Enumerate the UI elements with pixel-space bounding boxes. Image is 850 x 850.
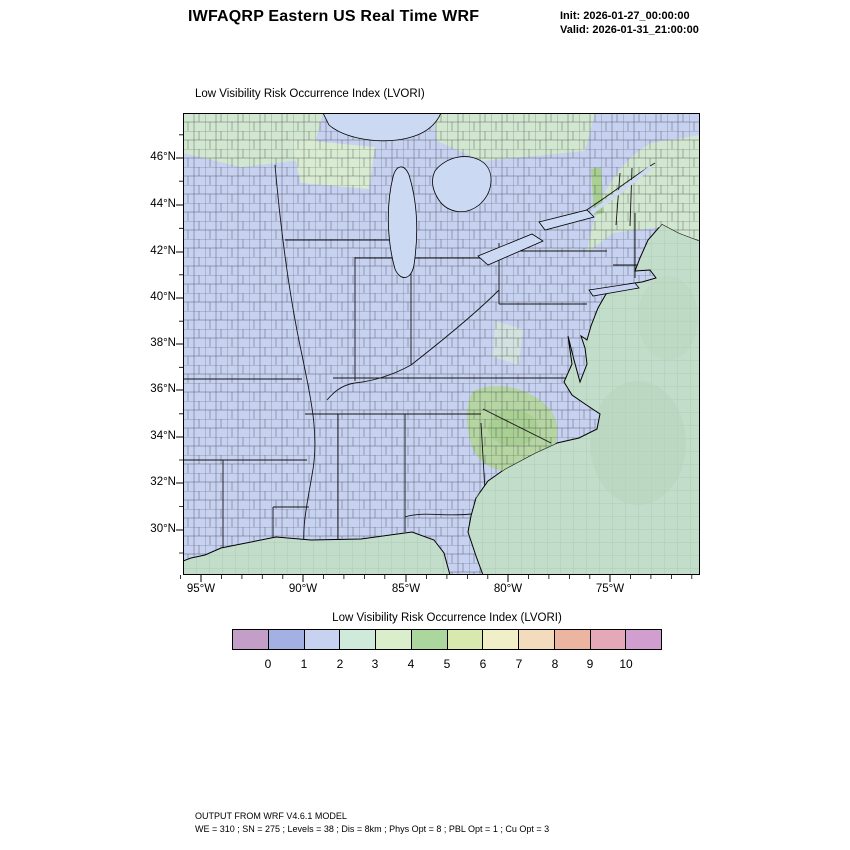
footer-model-line: OUTPUT FROM WRF V4.6.1 MODEL (195, 811, 347, 821)
lon-tick-label: 75°W (595, 583, 625, 595)
map-frame (183, 113, 700, 575)
lat-tick-label: 40°N (150, 291, 176, 303)
lon-tick-label: 90°W (288, 583, 318, 595)
lat-tick-label: 44°N (150, 198, 176, 210)
colorbar-tick-label: 4 (407, 657, 415, 671)
lat-tick-label: 30°N (150, 523, 176, 535)
footer-config-line: WE = 310 ; SN = 275 ; Levels = 38 ; Dis … (195, 823, 550, 834)
lon-minor-ticks (180, 575, 693, 579)
colorbar-tick-label: 8 (551, 657, 559, 671)
lat-tick-label: 42°N (150, 245, 176, 257)
init-timestamp: Init: 2026-01-27_00:00:00 (560, 10, 690, 22)
state-borders (183, 162, 656, 562)
colorbar-tick-label: 2 (336, 657, 344, 671)
colorbar-cell (447, 630, 484, 649)
colorbar-tick-label: 3 (371, 657, 379, 671)
long-island (588, 282, 640, 297)
lake-erie (477, 233, 544, 266)
colorbar-title: Low Visibility Risk Occurrence Index (LV… (332, 612, 562, 624)
lon-major-ticks (200, 575, 611, 582)
colorbar-cell (411, 630, 448, 649)
lat-tick-label: 38°N (150, 337, 176, 349)
colorbar-cell (483, 630, 519, 649)
run-times: Init: 2026-01-27_00:00:00 Valid: 2026-01… (560, 9, 699, 37)
colorbar-cell (376, 630, 412, 649)
colorbar-cell (268, 630, 305, 649)
colorbar-cell (590, 630, 627, 649)
colorbar-tick-label: 1 (300, 657, 308, 671)
lon-tick-label: 95°W (186, 583, 216, 595)
lake-superior (322, 113, 442, 142)
colorbar-tick-label: 0 (264, 657, 272, 671)
colorbar-cell (304, 630, 341, 649)
valid-timestamp: Valid: 2026-01-31_21:00:00 (560, 24, 699, 36)
page-title: IWFAQRP Eastern US Real Time WRF (188, 8, 480, 25)
colorbar (232, 629, 662, 650)
lat-tick-label: 46°N (150, 151, 176, 163)
colorbar-cell (340, 630, 376, 649)
st-lawrence-river (589, 165, 653, 215)
colorbar-cell (554, 630, 591, 649)
map-panel-title: Low Visibility Risk Occurrence Index (LV… (195, 88, 425, 100)
lon-tick-label: 80°W (493, 583, 523, 595)
lat-major-ticks (176, 157, 183, 531)
lat-tick-label: 36°N (150, 383, 176, 395)
lake-michigan (387, 166, 418, 278)
colorbar-tick-label: 6 (479, 657, 487, 671)
lon-tick-label: 85°W (391, 583, 421, 595)
colorbar-tick-label: 10 (619, 657, 633, 671)
lake-ontario (538, 209, 595, 231)
colorbar-tick-label: 5 (443, 657, 451, 671)
gulf-of-maine-shading (638, 276, 698, 360)
colorbar-tick-label: 9 (586, 657, 594, 671)
lat-minor-ticks (179, 134, 183, 554)
colorbar-cell (233, 630, 269, 649)
lvori-map-svg (176, 113, 700, 582)
offshore-shading (590, 381, 686, 505)
map-figure (175, 113, 700, 583)
colorbar-cell (519, 630, 555, 649)
footer-annotations: OUTPUT FROM WRF V4.6.1 MODEL WE = 310 ; … (195, 810, 549, 835)
colorbar-tick-label: 7 (515, 657, 523, 671)
lat-tick-label: 32°N (150, 476, 176, 488)
colorbar-cell (626, 630, 661, 649)
lake-huron (432, 156, 492, 213)
lat-tick-label: 34°N (150, 430, 176, 442)
